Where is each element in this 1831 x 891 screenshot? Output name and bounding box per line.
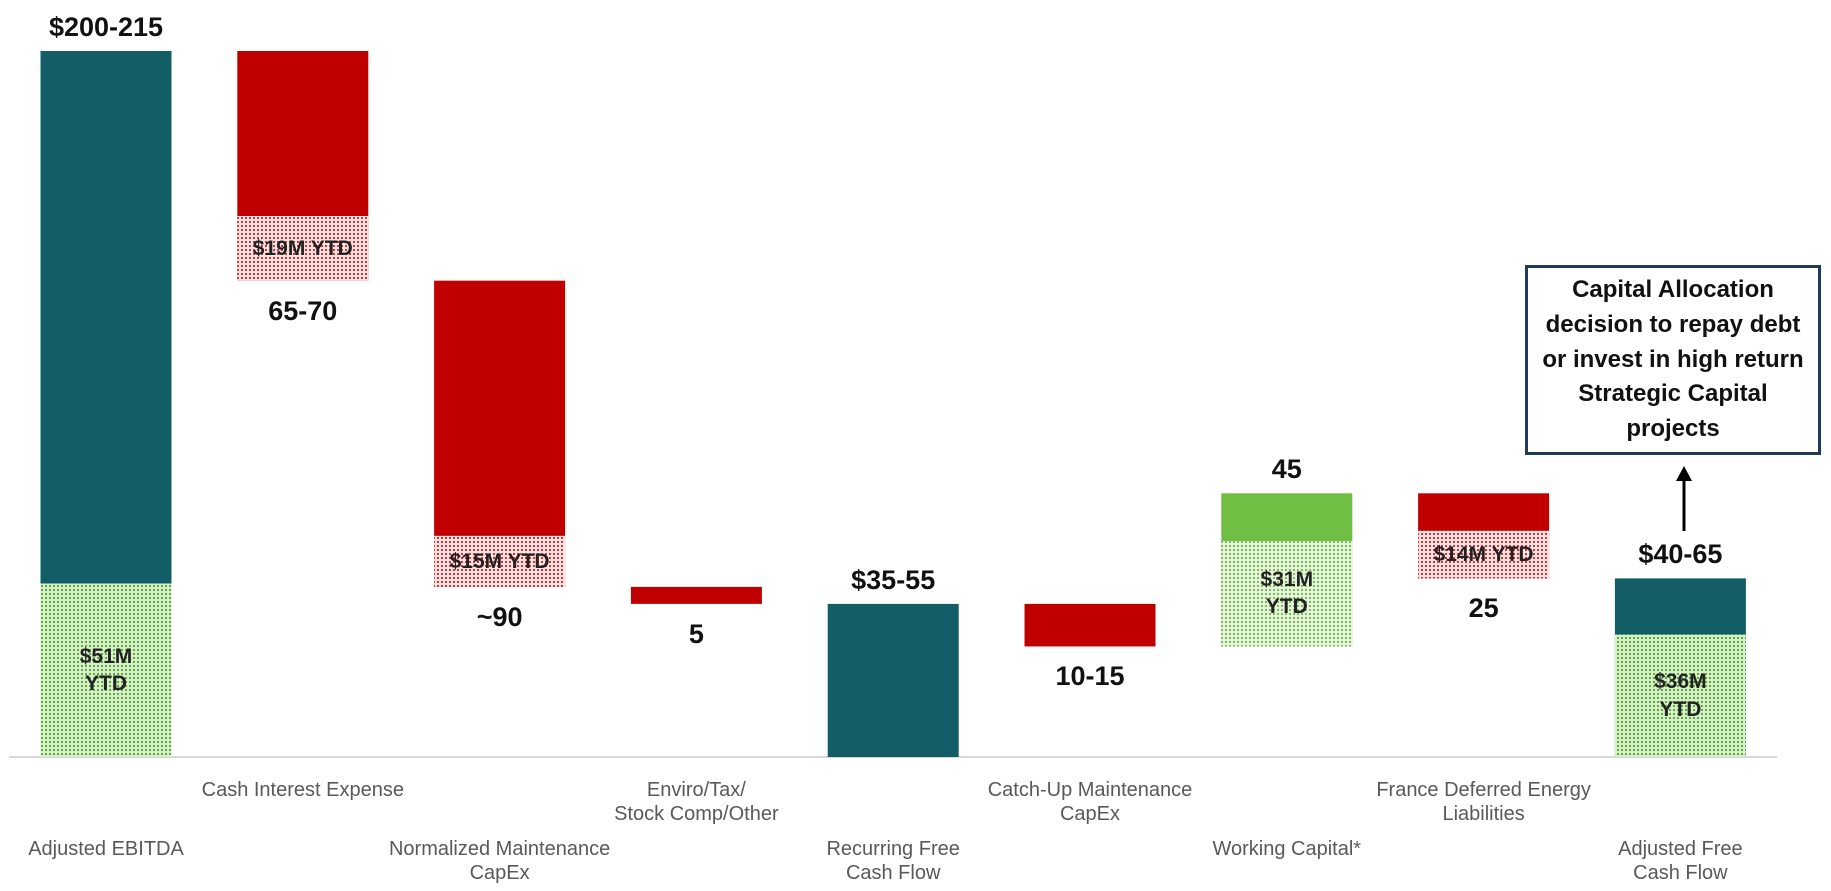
- value-label: $40-65: [1638, 539, 1723, 570]
- ytd-bar: [434, 535, 566, 587]
- ytd-bar: [1614, 634, 1746, 757]
- value-label: 25: [1468, 593, 1499, 624]
- bar: [1024, 603, 1156, 647]
- ytd-label: $14M YTD: [1433, 543, 1534, 567]
- ytd-label: $36M YTD: [1654, 670, 1707, 721]
- arrow-head: [1676, 466, 1692, 481]
- value-label: $35-55: [851, 564, 936, 595]
- value-label: 45: [1271, 454, 1302, 485]
- annotation-box: Capital Allocation decision to repay deb…: [1525, 265, 1821, 455]
- ytd-bar: [237, 216, 369, 281]
- ytd-label: $51M YTD: [79, 644, 133, 696]
- category-label: Working Capital*: [1212, 838, 1362, 860]
- ytd-label: $19M YTD: [252, 236, 353, 260]
- category-label: France Deferred Energy Liabilities: [1376, 779, 1591, 825]
- ytd-bar: [1221, 540, 1353, 647]
- ytd-label: $15M YTD: [449, 549, 550, 573]
- value-label: 5: [688, 618, 704, 649]
- category-label: Recurring Free Cash Flow: [826, 838, 960, 884]
- category-label: Adjusted EBITDA: [28, 838, 184, 860]
- ytd-bar: [1418, 530, 1550, 579]
- value-label: 10-15: [1055, 661, 1125, 692]
- bar: [630, 586, 762, 604]
- category-label: Cash Interest Expense: [201, 779, 404, 801]
- category-label: Normalized Maintenance CapEx: [388, 838, 611, 884]
- value-label: $200-215: [48, 12, 164, 42]
- category-label: Catch-Up Maintenance CapEx: [987, 779, 1193, 825]
- bar: [827, 603, 959, 757]
- ytd-bar: [40, 583, 172, 757]
- ytd-label: $31M YTD: [1260, 568, 1314, 619]
- category-label: Adjusted Free Cash Flow: [1618, 838, 1743, 884]
- category-label: Enviro/Tax/ Stock Comp/Other: [614, 779, 779, 825]
- value-label: 65-70: [268, 295, 338, 326]
- value-label: ~90: [476, 601, 523, 632]
